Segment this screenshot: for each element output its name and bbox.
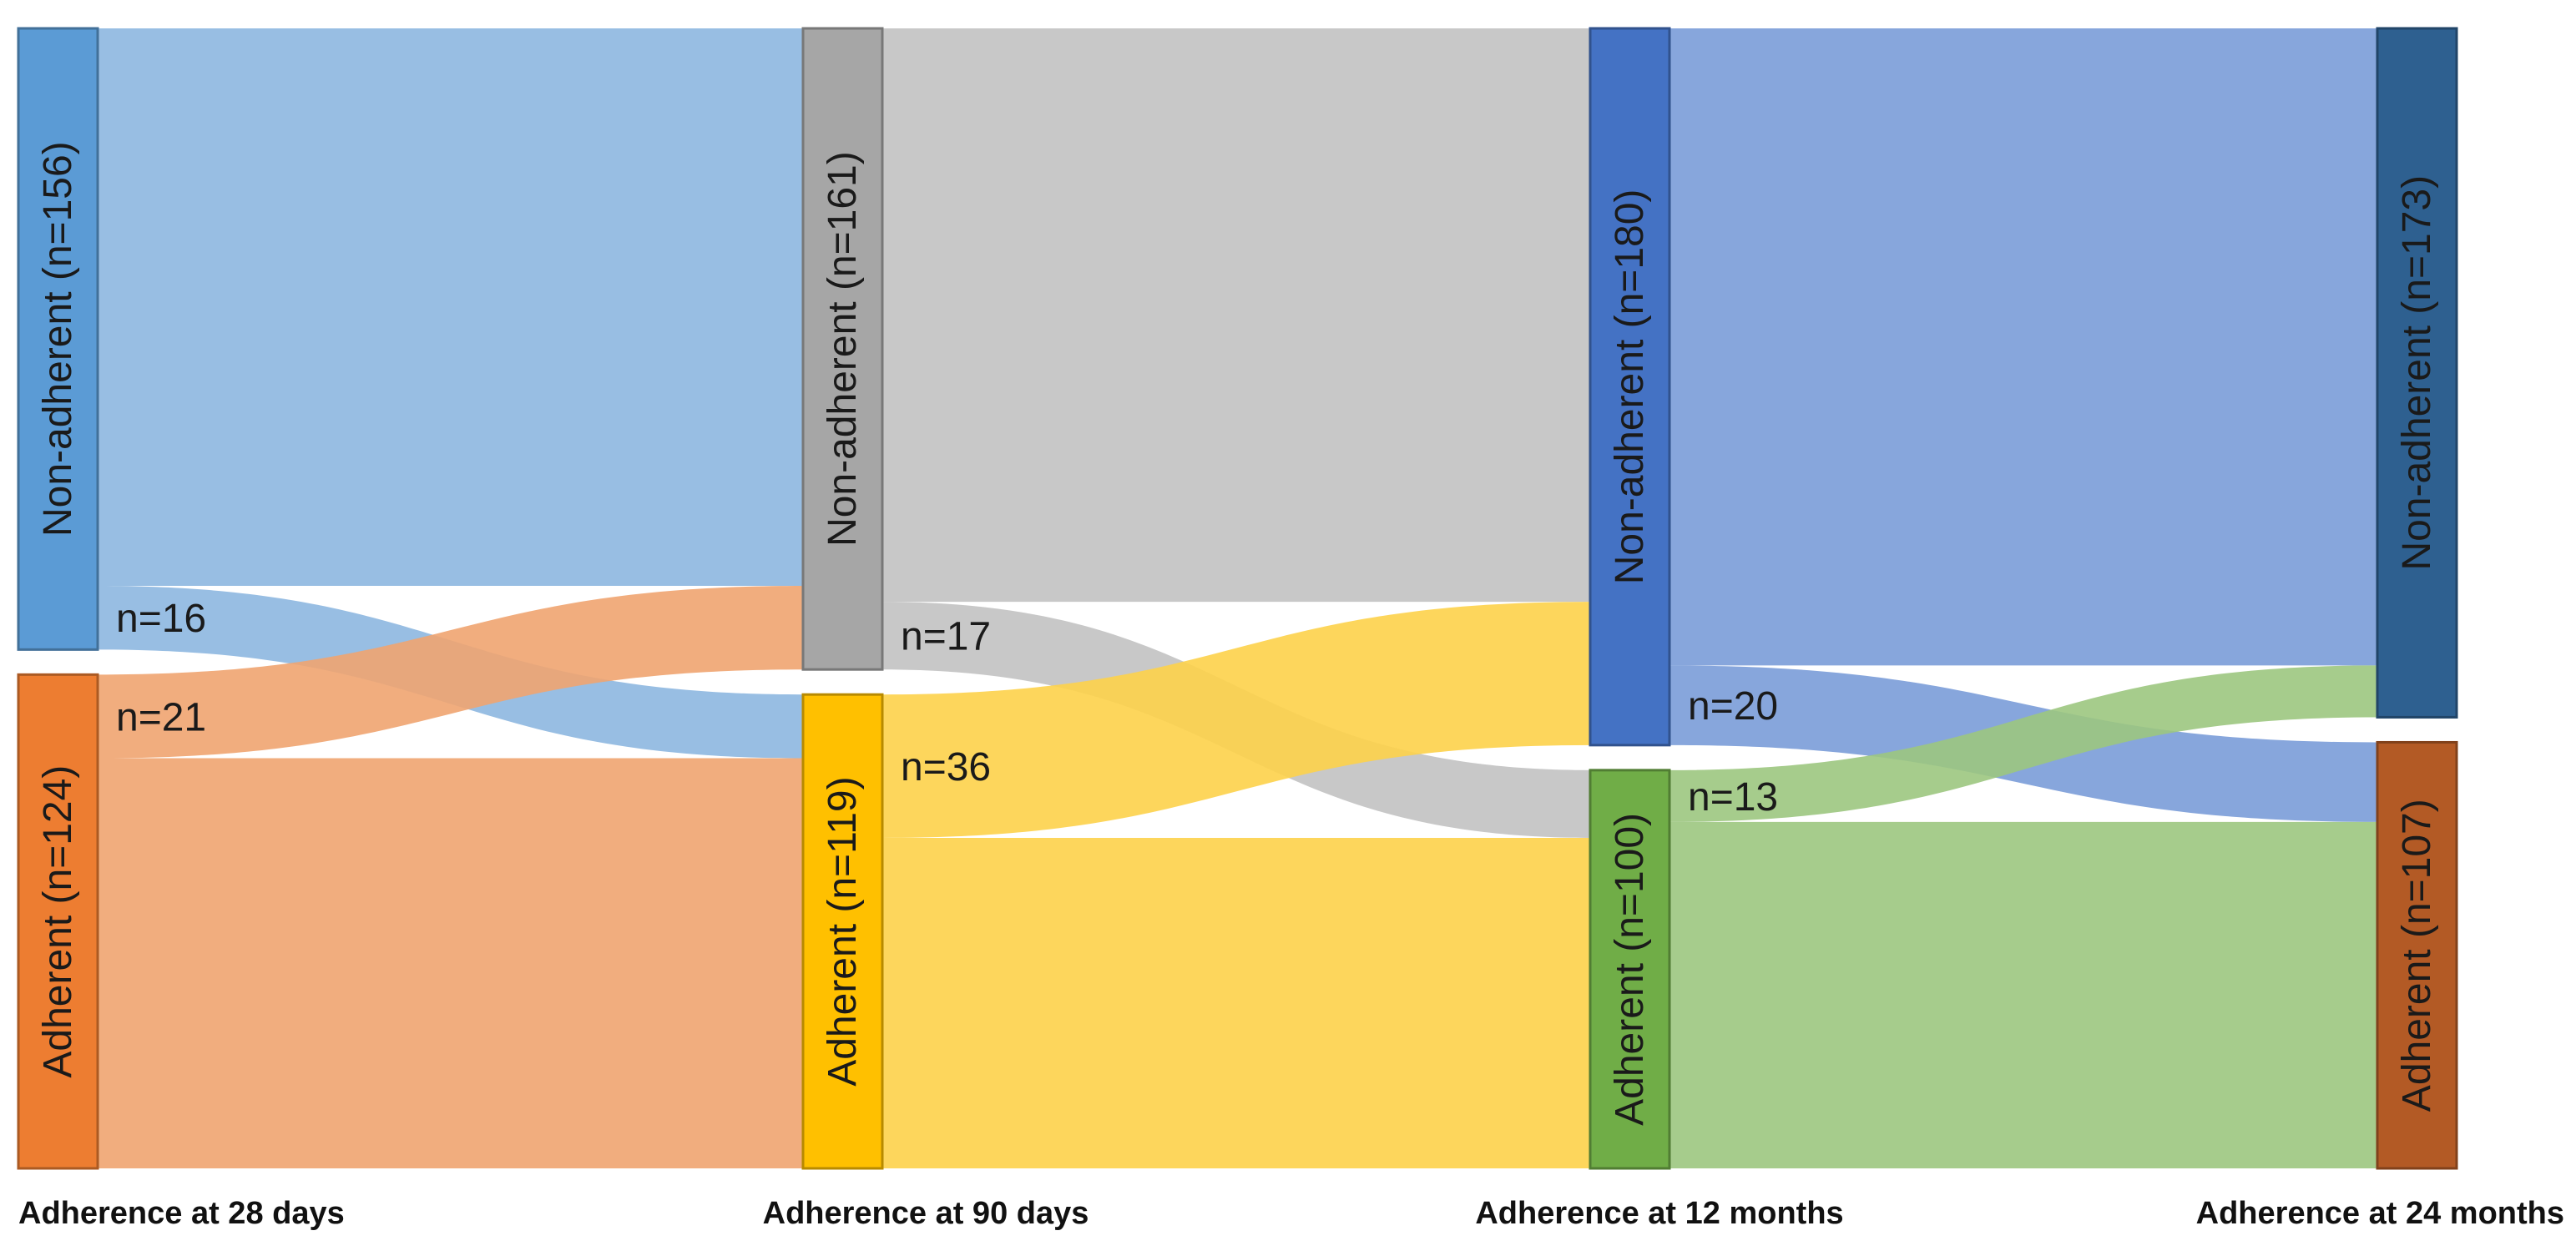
stage-label-adherence-at-12-months: Adherence at 12 months [1475,1196,1843,1231]
flow-label-1-non-to-adh: n=17 [901,615,991,659]
nodes-layer: Non-adherent (n=156) Adherent (n=124) Non-… [17,27,2458,1170]
node-stage1-non [801,27,884,671]
node-stage0-non [17,27,99,651]
node-stage3-non [2376,27,2458,719]
node-label-stage3-non: Non-adherent (n=173) [2395,175,2439,571]
node-stage2-adh [1589,769,1671,1170]
stage-label-adherence-at-24-months: Adherence at 24 months [2196,1196,2564,1231]
flow-0-adh-to-adh [98,758,803,1168]
node-label-stage1-adh: Adherent (n=119) [821,776,865,1086]
flow-2-adh-to-adh [1669,821,2377,1168]
node-label-stage1-non: Non-adherent (n=161) [821,151,865,547]
node-stage3-adh [2376,740,2458,1170]
node-stage0-adh [17,673,99,1170]
node-label-stage3-adh: Adherent (n=107) [2395,799,2439,1112]
flow-label-0-non-to-adh: n=16 [116,597,206,641]
flow-label-2-non-to-adh: n=20 [1688,684,1778,729]
node-label-stage2-non: Non-adherent (n=180) [1608,189,1652,585]
flow-1-adh-to-adh [882,837,1590,1168]
node-stage2-non [1589,27,1671,747]
flow-label-2-adh-to-non: n=13 [1688,775,1778,820]
stage-label-adherence-at-90-days: Adherence at 90 days [763,1196,1089,1231]
flow-labels-layer: n=16 n=21 n=17 n=36 n=20 n=13 [116,597,1778,820]
flow-1-adh-to-non [882,602,1590,838]
stage-label-adherence-at-28-days: Adherence at 28 days [18,1196,345,1231]
flows-layer [98,28,2377,1168]
flow-0-adh-to-non [98,586,803,759]
flow-2-non-to-non [1669,28,2377,666]
node-label-stage2-adh: Adherent (n=100) [1608,813,1652,1126]
node-label-stage0-adh: Adherent (n=124) [36,765,80,1078]
stage-labels-layer: Adherence at 28 days Adherence at 90 days… [18,1196,2564,1231]
flow-2-adh-to-non [1669,665,2377,822]
flow-label-1-adh-to-non: n=36 [901,745,991,789]
flow-1-non-to-non [882,28,1590,603]
node-label-stage0-non: Non-adherent (n=156) [36,141,80,537]
flow-0-non-to-non [98,28,803,586]
node-stage1-adh [801,693,884,1170]
flow-label-0-adh-to-non: n=21 [116,695,206,739]
